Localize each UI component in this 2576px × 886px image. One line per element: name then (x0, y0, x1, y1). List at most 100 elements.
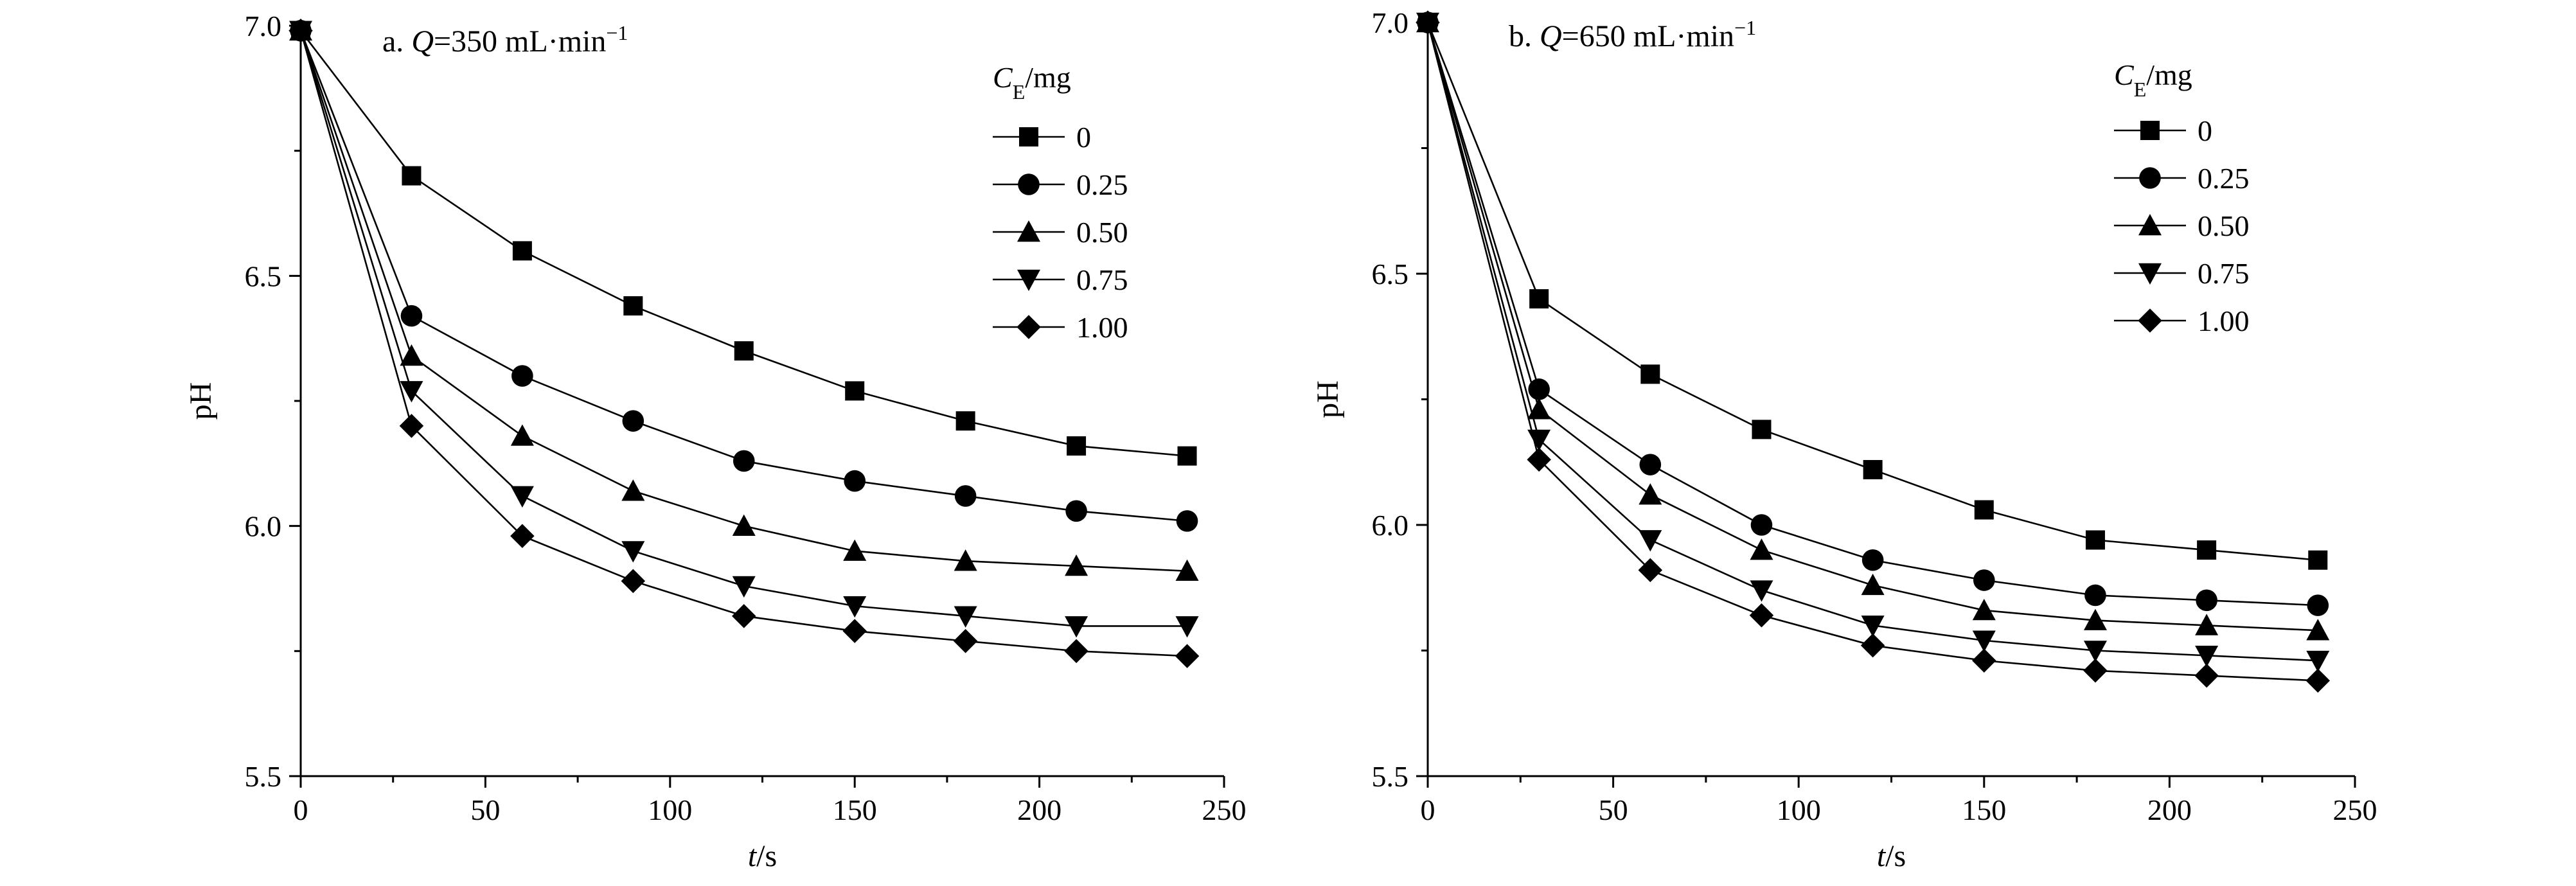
data-point-square (1863, 459, 1883, 479)
legend-label: 0 (1076, 121, 1091, 154)
data-point-square (1177, 446, 1197, 466)
data-point-triangle-down (1065, 616, 1088, 638)
x-axis-title-unit: /s (1885, 839, 1906, 873)
data-point-diamond (1527, 447, 1551, 472)
data-point-triangle-down (1750, 580, 1773, 602)
legend-title-sub: E (1013, 80, 1026, 103)
x-tick-label: 200 (2147, 793, 2192, 826)
data-point-triangle-up (621, 479, 645, 501)
legend-label: 0.50 (2198, 209, 2250, 242)
data-point-triangle-down (1861, 616, 1885, 637)
x-axis-title: t/s (748, 839, 777, 873)
panel-title-sup: −1 (1734, 16, 1756, 39)
panel-a: 0 50 100 150 200 250 5.5 6.0 6.5 7.0 t/s pH a. Q=350… (184, 10, 1247, 873)
data-point-diamond (953, 629, 978, 653)
y-tick-label: 7.0 (245, 10, 282, 42)
legend-marker-square (2140, 121, 2160, 140)
data-point-circle (844, 470, 866, 492)
data-point-square (845, 381, 865, 401)
data-point-circle (1639, 454, 1662, 475)
x-tick-label: 50 (470, 793, 500, 826)
data-point-circle (622, 410, 644, 432)
y-axis-title: pH (1311, 380, 1345, 418)
data-point-triangle-down (2195, 646, 2219, 668)
data-point-diamond (1064, 639, 1088, 664)
data-point-circle (1750, 514, 1773, 536)
x-axis-title-unit: /s (756, 839, 777, 873)
data-point-square (623, 296, 643, 316)
data-point-square (1529, 289, 1549, 309)
data-point-square (1752, 420, 1772, 439)
data-point-circle (1973, 569, 1995, 591)
panel-title-sup: −1 (606, 21, 628, 44)
data-point-triangle-up (400, 344, 423, 366)
series-line-0 (1426, 22, 2318, 562)
data-point-square (1067, 436, 1087, 456)
data-point-diamond (1638, 558, 1663, 583)
data-point-circle (954, 485, 977, 507)
x-axis-title-var: t (1877, 839, 1887, 873)
data-point-diamond (399, 414, 424, 438)
data-point-triangle-up (2306, 619, 2330, 641)
data-point-triangle-down (843, 596, 867, 618)
x-tick-label: 50 (1599, 793, 1628, 826)
data-point-diamond (510, 524, 535, 548)
panel-title: a. Q=350 mL·min−1 (382, 21, 628, 58)
panel-title-prefix: a. (382, 24, 411, 58)
data-point-triangle-down (1639, 530, 1662, 552)
legend-marker-circle (1018, 173, 1040, 195)
data-point-triangle-down (621, 541, 645, 563)
data-point-triangle-down (1175, 616, 1199, 638)
data-point-triangle-down (2083, 641, 2107, 662)
data-point-triangle-up (1972, 598, 1996, 621)
data-point-triangle-down (1972, 630, 1996, 652)
y-tick-label: 5.5 (245, 760, 282, 793)
x-tick-label: 100 (1777, 793, 1821, 826)
data-point-triangle-down (2306, 650, 2330, 673)
x-tick-label: 0 (294, 793, 308, 826)
data-point-square (402, 166, 422, 186)
y-tick-label: 6.0 (1372, 509, 1409, 542)
data-point-circle (2084, 584, 2106, 607)
y-tick-label: 5.5 (1372, 760, 1409, 793)
data-point-diamond (1972, 648, 1996, 673)
legend-label: 0 (2198, 114, 2212, 147)
y-axis-title: pH (184, 382, 218, 420)
data-point-triangle-up (510, 424, 534, 446)
data-point-circle (400, 305, 423, 327)
legend-label: 0.75 (2198, 257, 2250, 290)
legend-marker-triangle-down (1017, 269, 1040, 291)
data-point-triangle-down (954, 606, 977, 628)
legend-label: 0.75 (1076, 263, 1128, 296)
data-point-diamond (2194, 663, 2219, 688)
data-point-square (1974, 500, 1994, 520)
data-point-circle (2307, 594, 2329, 616)
legend-marker-triangle-up (1017, 220, 1040, 242)
legend-marker-circle (2139, 167, 2161, 189)
series-line-0.50 (299, 30, 1187, 572)
y-tick-label: 6.0 (245, 510, 282, 543)
data-point-triangle-down (400, 381, 423, 403)
data-point-square (2085, 530, 2105, 550)
panel-title-rest: =650 mL·min (1562, 19, 1734, 53)
data-point-square (1640, 364, 1660, 384)
data-point-triangle-down (510, 486, 534, 508)
data-point-triangle-up (2195, 614, 2219, 635)
y-tick-label: 6.5 (1372, 258, 1409, 290)
x-tick-label: 150 (1962, 793, 2006, 826)
panel-title: b. Q=650 mL·min−1 (1509, 16, 1756, 53)
panel-title-rest: =350 mL·min (434, 24, 606, 58)
series-line-0.50 (1426, 22, 2318, 632)
data-point-square (734, 341, 754, 361)
legend-title-var: C (2114, 58, 2135, 91)
data-point-triangle-up (732, 514, 756, 536)
legend-title-unit: /mg (1025, 61, 1071, 94)
x-axis-title-var: t (748, 839, 758, 873)
x-tick-label: 0 (1421, 793, 1435, 826)
legend-title-var: C (993, 61, 1013, 94)
x-tick-label: 250 (1202, 793, 1247, 826)
panel-b: 0 50 100 150 200 250 5.5 6.0 6.5 7.0 t/s pH b. Q=650… (1311, 6, 2377, 873)
data-point-circle (1176, 510, 1198, 532)
data-point-circle (1065, 500, 1087, 522)
data-point-triangle-up (1527, 398, 1551, 420)
